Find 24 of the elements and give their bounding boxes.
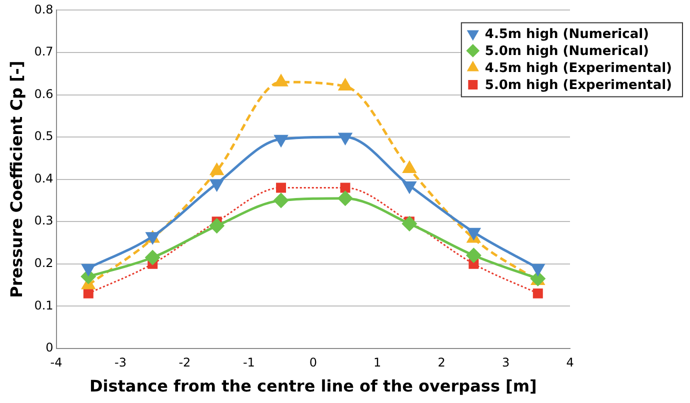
legend-label: 5.0m high (Experimental) bbox=[484, 78, 672, 94]
y-tick-label: 0.7 bbox=[34, 44, 54, 59]
y-tick-label: 0.8 bbox=[34, 2, 54, 16]
x-tick-label: -3 bbox=[114, 356, 126, 370]
x-tick-label: 0 bbox=[309, 356, 317, 370]
legend-label: 4.5m high (Numerical) bbox=[484, 27, 649, 42]
legend-label: 4.5m high (Experimental) bbox=[484, 61, 672, 76]
x-tick-label: -1 bbox=[242, 356, 255, 370]
x-tick-label: 1 bbox=[374, 356, 382, 370]
y-tick-label: 0.3 bbox=[34, 214, 54, 228]
y-axis-title: Pressure Coefficient Cp [-] bbox=[6, 60, 26, 298]
y-tick-label: 0 bbox=[46, 340, 54, 355]
x-tick-label: 3 bbox=[502, 356, 510, 370]
y-tick-label: 0.2 bbox=[34, 256, 54, 270]
x-tick-label: 2 bbox=[438, 356, 446, 370]
y-tick-label: 0.6 bbox=[34, 86, 54, 101]
x-tick-label: -4 bbox=[50, 356, 62, 370]
x-tick-label: 4 bbox=[566, 356, 574, 370]
x-axis-title: Distance from the centre line of the overpass [m] bbox=[89, 376, 537, 396]
y-tick-label: 0.4 bbox=[34, 171, 54, 186]
x-tick-label: -2 bbox=[178, 356, 191, 370]
y-tick-label: 0.1 bbox=[34, 298, 54, 312]
legend-label: 5.0m high (Numerical) bbox=[484, 44, 649, 60]
y-tick-label: 0.5 bbox=[34, 129, 54, 144]
